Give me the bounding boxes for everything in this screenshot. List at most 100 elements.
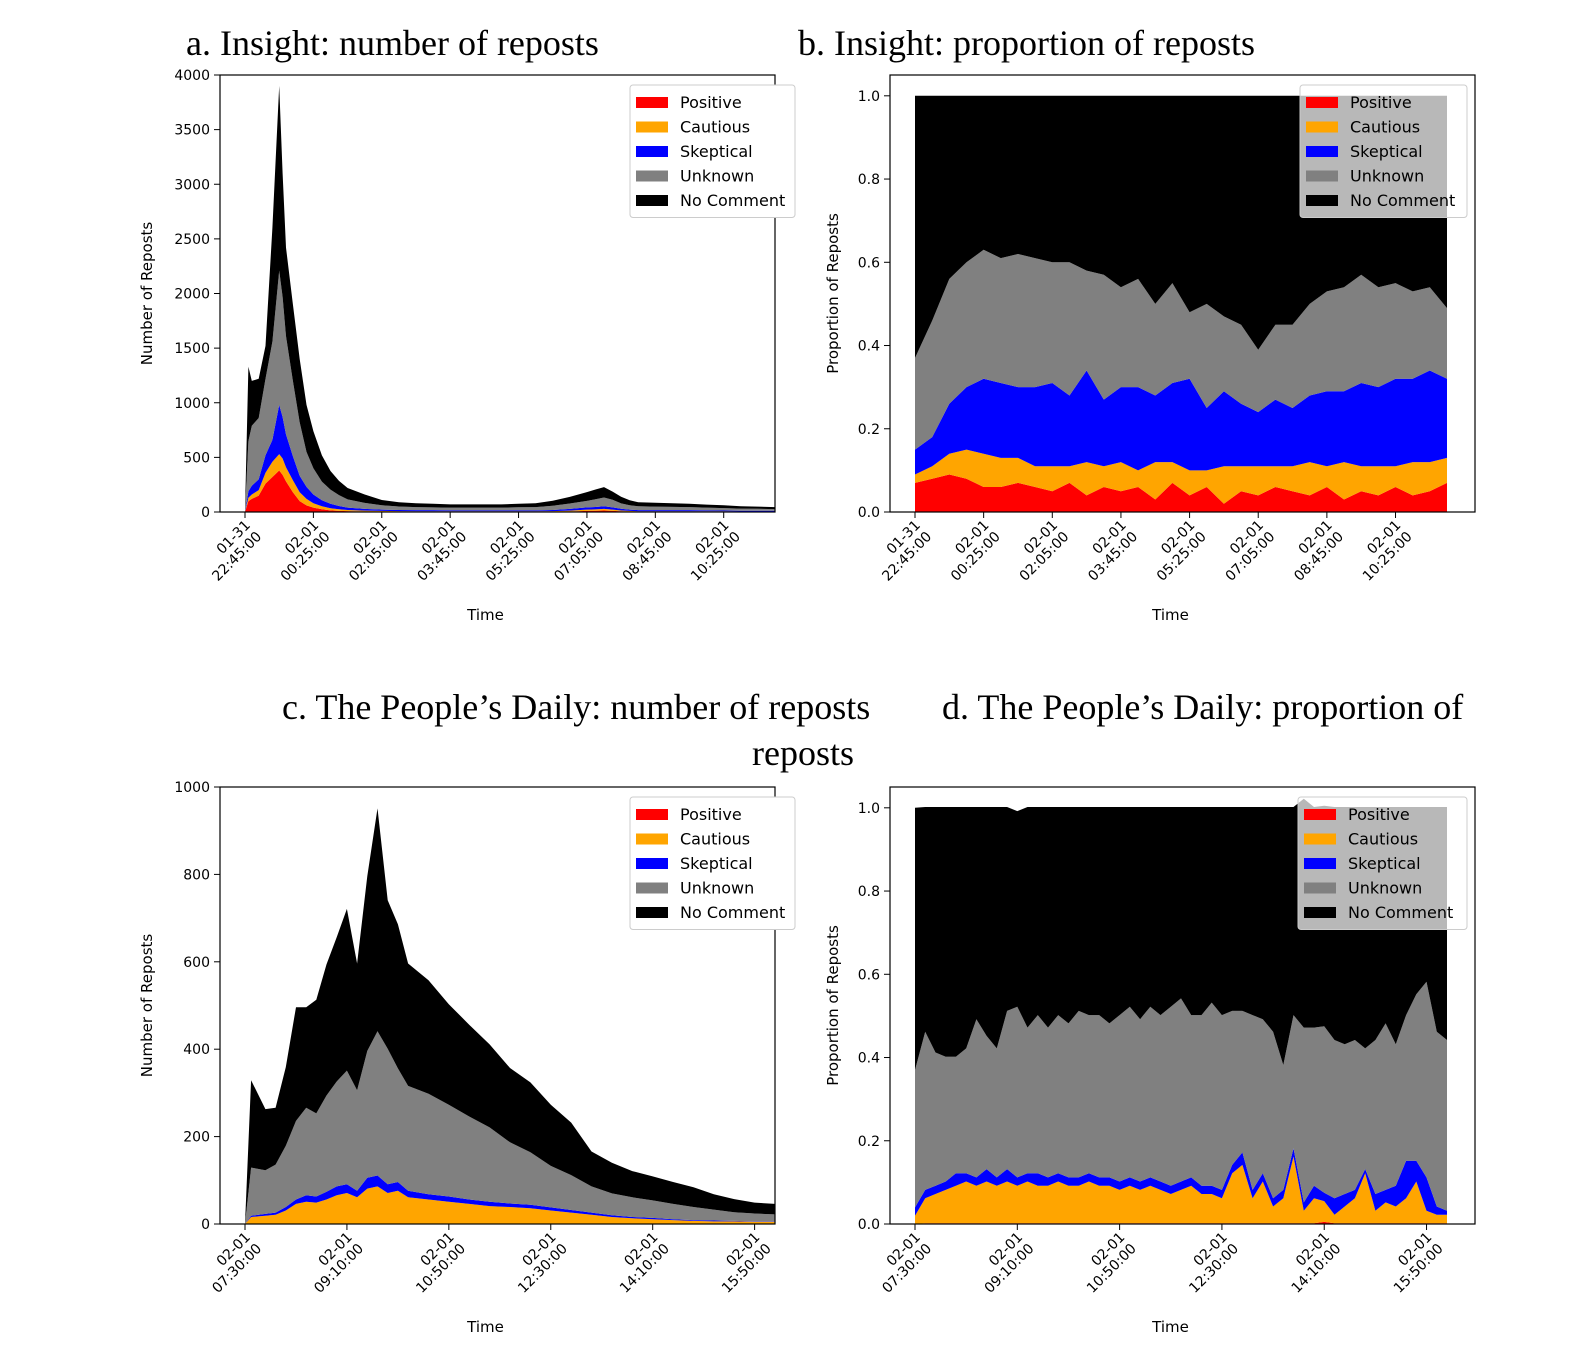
legend-swatch-positive <box>636 97 668 108</box>
y-tick-label: 1.0 <box>858 89 880 105</box>
legend-label: Skeptical <box>1350 142 1423 161</box>
legend-box <box>1299 84 1468 218</box>
legend-label: Cautious <box>1348 830 1418 849</box>
legend-swatch-positive <box>1304 809 1336 820</box>
y-tick-label: 0.0 <box>858 505 880 521</box>
legend-label: No Comment <box>1348 903 1453 922</box>
y-tick-label: 800 <box>183 867 210 883</box>
y-tick-label: 0.6 <box>858 255 880 271</box>
x-axis-label: Time <box>1151 1318 1189 1336</box>
y-tick-label: 1000 <box>174 396 210 412</box>
legend-label: Cautious <box>680 830 750 849</box>
legend-swatch-unknown <box>1304 882 1336 894</box>
y-tick-label: 0.6 <box>858 967 880 983</box>
legend-box <box>629 796 796 930</box>
legend-label: Cautious <box>1350 118 1420 137</box>
legend-label: Positive <box>1348 805 1410 824</box>
legend-swatch-cautious <box>1304 833 1336 845</box>
x-axis-label: Time <box>1151 606 1189 624</box>
y-tick-label: 0.4 <box>858 339 880 355</box>
legend-box <box>629 84 796 218</box>
legend-swatch-cautious <box>636 121 668 133</box>
y-axis-label: Number of Reposts <box>138 222 156 366</box>
legend-swatch-skeptical <box>1304 858 1336 869</box>
y-tick-label: 500 <box>183 450 210 466</box>
legend-label: Skeptical <box>680 142 753 161</box>
legend-label: No Comment <box>680 903 785 922</box>
area-unknown <box>915 249 1447 450</box>
legend-swatch-skeptical <box>636 858 668 869</box>
legend-swatch-unknown <box>636 170 668 182</box>
y-tick-label: 0.2 <box>858 1134 880 1150</box>
legend-swatch-positive <box>636 809 668 820</box>
area-cautious <box>915 1156 1447 1224</box>
area-positive <box>245 470 775 512</box>
legend-label: Positive <box>680 805 742 824</box>
y-tick-label: 600 <box>183 955 210 971</box>
y-tick-label: 0.2 <box>858 422 880 438</box>
legend-swatch-skeptical <box>636 146 668 157</box>
y-tick-label: 1500 <box>174 341 210 357</box>
legend-swatch-no-comment <box>636 195 668 206</box>
legend-swatch-cautious <box>1306 121 1338 133</box>
y-tick-label: 0.4 <box>858 1051 880 1067</box>
legend-label: Unknown <box>680 167 754 186</box>
y-tick-label: 0 <box>201 1217 210 1233</box>
legend-label: Unknown <box>1350 167 1424 186</box>
x-axis-label: Time <box>466 606 504 624</box>
y-axis-label: Proportion of Reposts <box>824 213 842 374</box>
legend-swatch-no-comment <box>1306 195 1338 206</box>
y-tick-label: 3000 <box>174 177 210 193</box>
y-tick-label: 0.8 <box>858 884 880 900</box>
legend-label: Unknown <box>680 879 754 898</box>
legend-swatch-cautious <box>636 833 668 845</box>
y-tick-label: 400 <box>183 1042 210 1058</box>
y-tick-label: 0.8 <box>858 172 880 188</box>
legend-label: Positive <box>680 93 742 112</box>
y-tick-label: 200 <box>183 1130 210 1146</box>
y-tick-label: 1000 <box>174 780 210 796</box>
area-cautious <box>915 449 1447 504</box>
axes-frame <box>219 786 776 1225</box>
legend-swatch-skeptical <box>1306 146 1338 157</box>
legend-swatch-positive <box>1306 97 1338 108</box>
panel-a-title: a. Insight: number of reposts <box>186 23 599 63</box>
legend-label: Positive <box>1350 93 1412 112</box>
area-no-comment <box>245 808 775 1224</box>
y-tick-label: 1.0 <box>858 801 880 817</box>
legend-swatch-no-comment <box>1304 907 1336 918</box>
y-tick-label: 3500 <box>174 123 210 139</box>
x-axis-label: Time <box>466 1318 504 1336</box>
legend-swatch-unknown <box>1306 170 1338 182</box>
axes-frame <box>889 74 1476 513</box>
area-skeptical <box>915 1148 1447 1216</box>
legend-label: Skeptical <box>680 854 753 873</box>
area-skeptical <box>915 370 1447 475</box>
panel-d-title-line2: reposts <box>752 733 854 773</box>
legend-label: Cautious <box>680 118 750 137</box>
y-tick-label: 0 <box>201 505 210 521</box>
y-tick-label: 2000 <box>174 287 210 303</box>
axes-frame <box>889 786 1476 1225</box>
y-tick-label: 0.0 <box>858 1217 880 1233</box>
area-unknown <box>245 1031 775 1224</box>
panel-b-title: b. Insight: proportion of reposts <box>798 23 1255 63</box>
y-axis-label: Proportion of Reposts <box>824 925 842 1086</box>
panel-d-title-line1: d. The People’s Daily: proportion of <box>942 687 1464 727</box>
area-positive <box>915 474 1447 512</box>
area-cautious <box>245 1186 775 1224</box>
y-axis-label: Number of Reposts <box>138 934 156 1078</box>
legend-swatch-no-comment <box>636 907 668 918</box>
legend-swatch-unknown <box>636 882 668 894</box>
legend-label: Skeptical <box>1348 854 1421 873</box>
legend-label: No Comment <box>680 191 785 210</box>
